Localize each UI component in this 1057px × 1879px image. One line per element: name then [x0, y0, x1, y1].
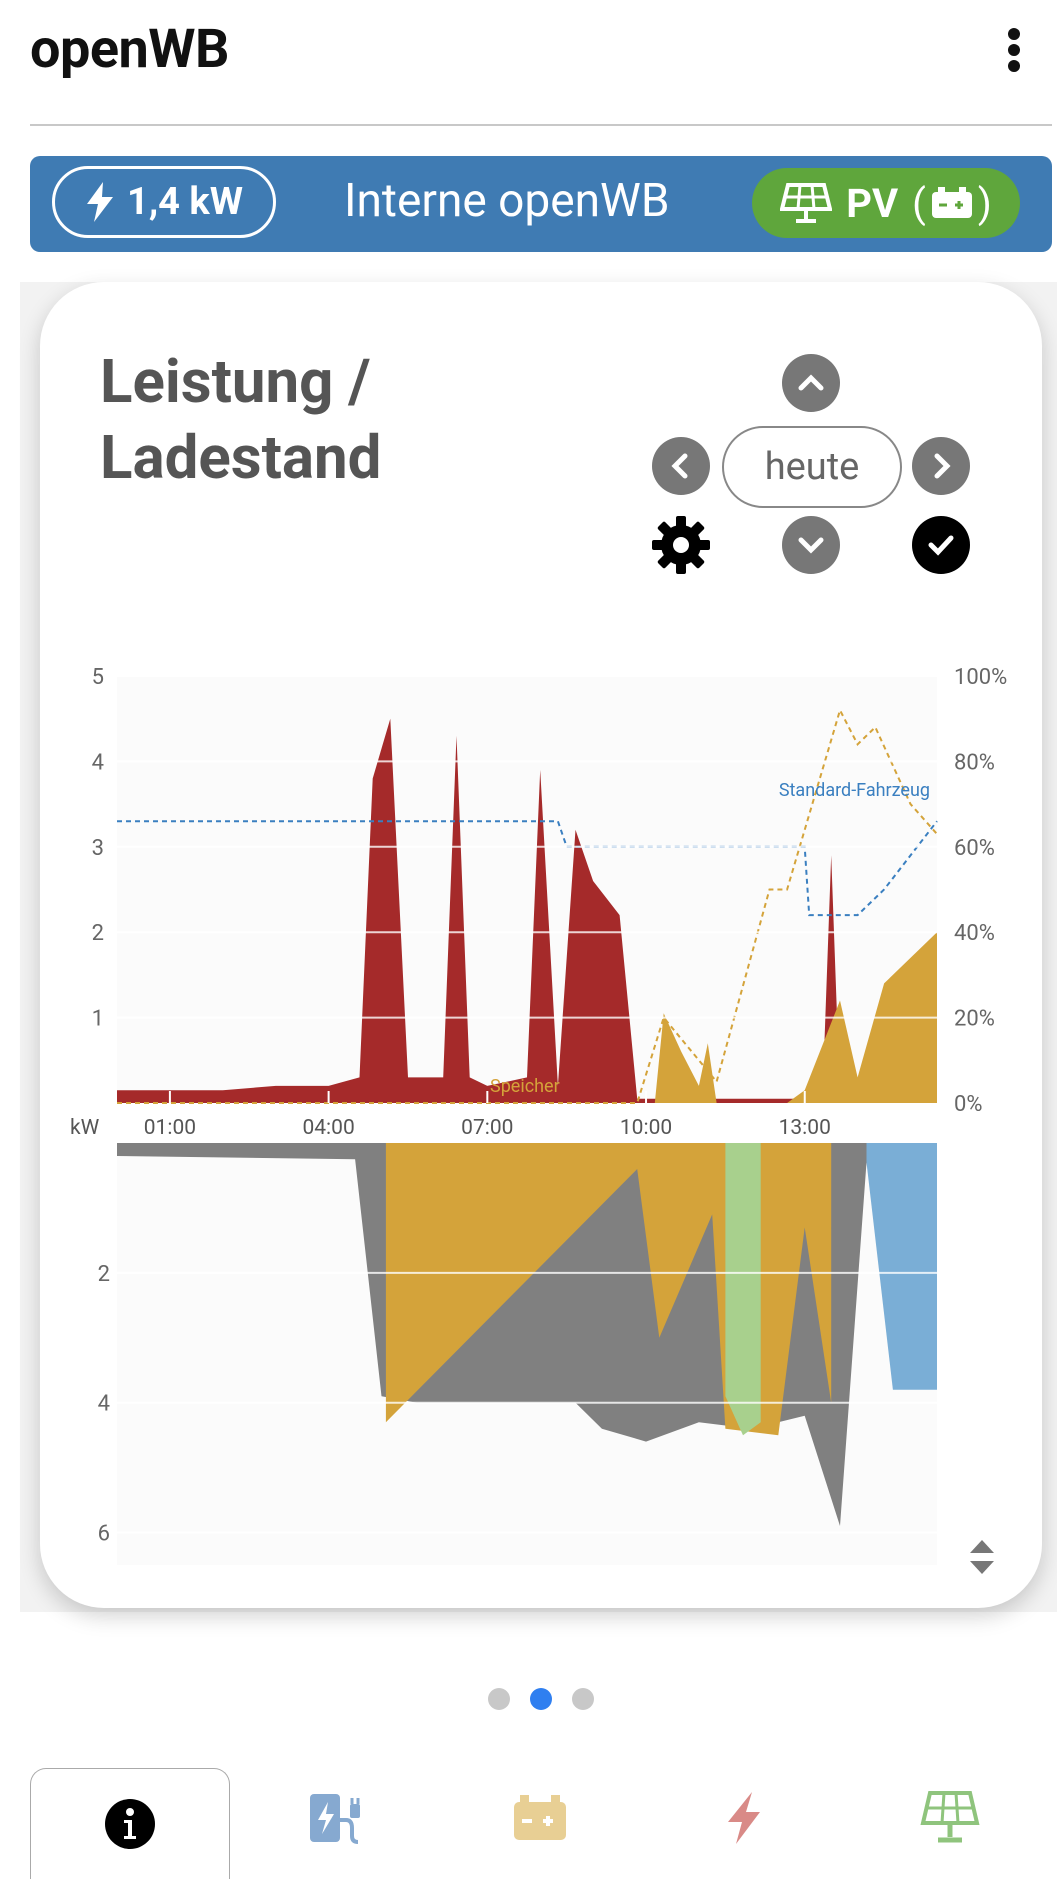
chevron-left-icon[interactable]: [652, 437, 710, 495]
lightning-icon: [728, 1792, 760, 1844]
info-icon: [105, 1799, 155, 1849]
chevron-up-icon[interactable]: [782, 354, 840, 412]
chevron-down-icon[interactable]: [782, 516, 840, 574]
charge-mode-badge[interactable]: PV ( ): [752, 168, 1020, 238]
divider: [30, 124, 1052, 126]
tab-pv[interactable]: [850, 1768, 1050, 1868]
chart-card: Leistung / Ladestand heute: [40, 282, 1042, 1608]
pager-dot[interactable]: [488, 1688, 510, 1710]
battery-icon: [931, 187, 972, 218]
power-value: 1,4 kW: [127, 180, 243, 224]
charge-mode-label: PV: [846, 179, 899, 227]
solar-panel-icon: [780, 183, 833, 223]
tab-overview[interactable]: [30, 1768, 230, 1879]
charge-point-name: Interne openWB: [344, 174, 670, 228]
app-title: openWB: [30, 18, 230, 81]
charge-point-banner[interactable]: 1,4 kW Interne openWB PV ( ): [30, 156, 1052, 252]
date-selector[interactable]: heute: [722, 426, 902, 508]
tab-battery[interactable]: [440, 1768, 640, 1868]
paren-close: ): [977, 179, 992, 227]
pager-dot[interactable]: [530, 1688, 552, 1710]
more-vertical-icon[interactable]: [1003, 28, 1025, 72]
bottom-navigation: [0, 1768, 1057, 1879]
chevron-right-icon[interactable]: [912, 437, 970, 495]
card-title: Leistung / Ladestand: [100, 346, 382, 493]
top-bar: openWB: [0, 0, 1057, 126]
lightning-icon: [87, 182, 114, 222]
check-icon[interactable]: [912, 516, 970, 574]
charge-point-icon: [310, 1794, 360, 1844]
scroll-toggle-icon[interactable]: [968, 1538, 996, 1576]
battery-icon: [514, 1795, 566, 1840]
pager-dot[interactable]: [572, 1688, 594, 1710]
pager-dots: [488, 1688, 598, 1712]
paren-open: (: [912, 179, 926, 227]
tab-charge-points[interactable]: [236, 1768, 436, 1868]
gear-icon[interactable]: [650, 514, 712, 576]
solar-panel-icon: [920, 1791, 980, 1843]
power-badge: 1,4 kW: [52, 166, 276, 238]
tab-grid[interactable]: [644, 1768, 844, 1868]
